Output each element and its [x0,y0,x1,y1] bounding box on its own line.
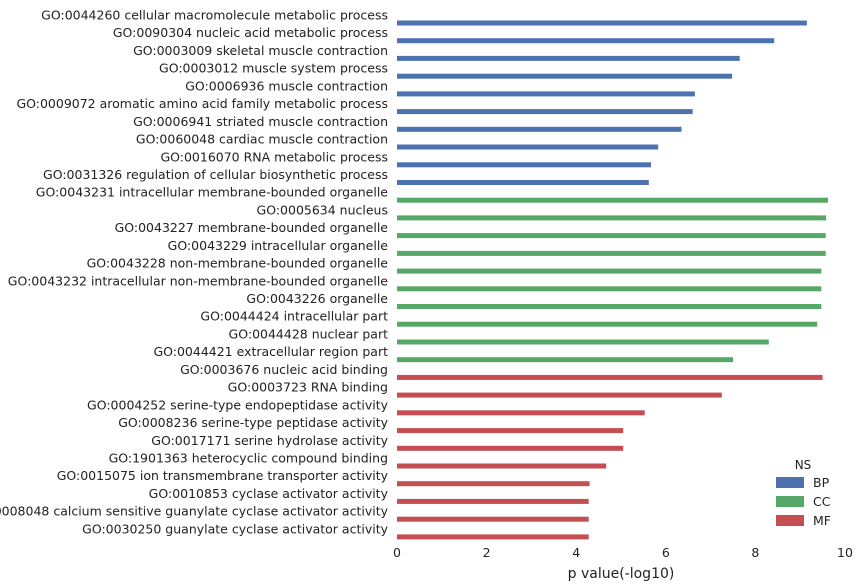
bar-mf [397,445,624,451]
category-label: GO:0044421 extracellular region part [153,344,388,359]
category-label: GO:0003012 muscle system process [159,61,388,76]
bar-cc [397,304,822,309]
category-label: GO:0031326 regulation of cellular biosyn… [43,167,388,182]
x-tick-label: 4 [572,545,580,560]
category-label: GO:0010853 cyclase activator activity [149,486,389,501]
category-label: GO:0044260 cellular macromolecule metabo… [41,8,388,23]
bar-mf [397,481,590,487]
bar-bp [397,109,693,115]
category-label: GO:0043232 intracellular non-membrane-bo… [8,273,389,288]
x-tick-label: 10 [837,545,853,560]
legend-title: NS [795,458,812,472]
bar-cc [397,339,769,345]
category-label: GO:0008236 serine-type peptidase activit… [118,415,388,430]
legend-label-cc: CC [813,494,831,509]
bar-cc [397,197,828,203]
bar-bp [397,55,740,61]
bar-mf [397,410,645,416]
category-label: GO:0043226 organelle [246,291,388,306]
category-label: GO:0017171 serine hydrolase activity [151,433,388,448]
category-label: GO:0044428 nuclear part [229,327,389,342]
x-tick-label: 0 [393,545,401,560]
x-axis-label: p value(-log10) [568,566,675,582]
x-tick-label: 2 [483,545,491,560]
bar-bp [397,180,649,185]
legend-label-mf: MF [813,513,831,528]
category-label: GO:0043228 non-membrane-bounded organell… [87,256,389,271]
category-label: GO:1901363 heterocyclic compound binding [109,451,388,466]
bar-bp [397,73,733,79]
bar-mf [397,428,624,434]
bar-cc [397,286,822,292]
bar-bp [397,38,775,44]
category-label: GO:0003723 RNA binding [228,380,388,395]
bar-mf [397,516,589,522]
category-label: GO:0030250 guanylate cyclase activator a… [82,521,388,536]
bar-cc [397,268,822,274]
legend-label-bp: BP [813,475,830,490]
bar-bp [397,20,807,26]
bar-bp [397,126,682,132]
x-tick-label: 8 [751,545,759,560]
bar-cc [397,321,818,327]
bar-cc [397,215,827,221]
bar-cc [397,357,733,363]
category-label: GO:0043231 intracellular membrane-bounde… [36,185,389,200]
bars-layer [397,20,828,540]
category-label: GO:0003009 skeletal muscle contraction [133,43,388,58]
legend: NS BP CC MF [776,458,831,528]
bar-bp [397,91,695,97]
category-label: GO:0044424 intracellular part [200,309,388,324]
category-labels: GO:0044260 cellular macromolecule metabo… [0,8,389,537]
category-label: GO:0015075 ion transmembrane transporter… [57,468,389,483]
bar-mf [397,498,589,504]
category-label: GO:0060048 cardiac muscle contraction [136,132,388,147]
legend-swatch-mf [776,515,804,526]
legend-items: BP CC MF [776,475,831,528]
category-label: GO:0016070 RNA metabolic process [160,149,388,164]
bar-cc [397,233,826,239]
category-label: GO:0043229 intracellular organelle [168,238,389,253]
category-label: GO:0006941 striated muscle contraction [133,114,388,129]
bar-bp [397,144,659,150]
bar-mf [397,463,607,469]
bar-mf [397,534,589,540]
bar-bp [397,162,651,168]
category-label: GO:0009072 aromatic amino acid family me… [16,96,388,111]
legend-swatch-cc [776,496,804,507]
category-label: GO:0043227 membrane-bounded organelle [115,220,389,235]
category-label: GO:0008048 calcium sensitive guanylate c… [0,504,389,519]
bar-mf [397,392,722,398]
category-label: GO:0090304 nucleic acid metabolic proces… [113,25,388,40]
bar-cc [397,250,826,256]
bar-mf [397,374,823,380]
category-label: GO:0006936 muscle contraction [185,78,388,93]
legend-swatch-bp [776,477,804,488]
category-label: GO:0004252 serine-type endopeptidase act… [87,397,389,412]
category-label: GO:0005634 nucleus [257,202,388,217]
category-label: GO:0003676 nucleic acid binding [180,362,388,377]
x-axis-ticks: 0 2 4 6 8 10 [393,545,853,560]
x-tick-label: 6 [662,545,670,560]
